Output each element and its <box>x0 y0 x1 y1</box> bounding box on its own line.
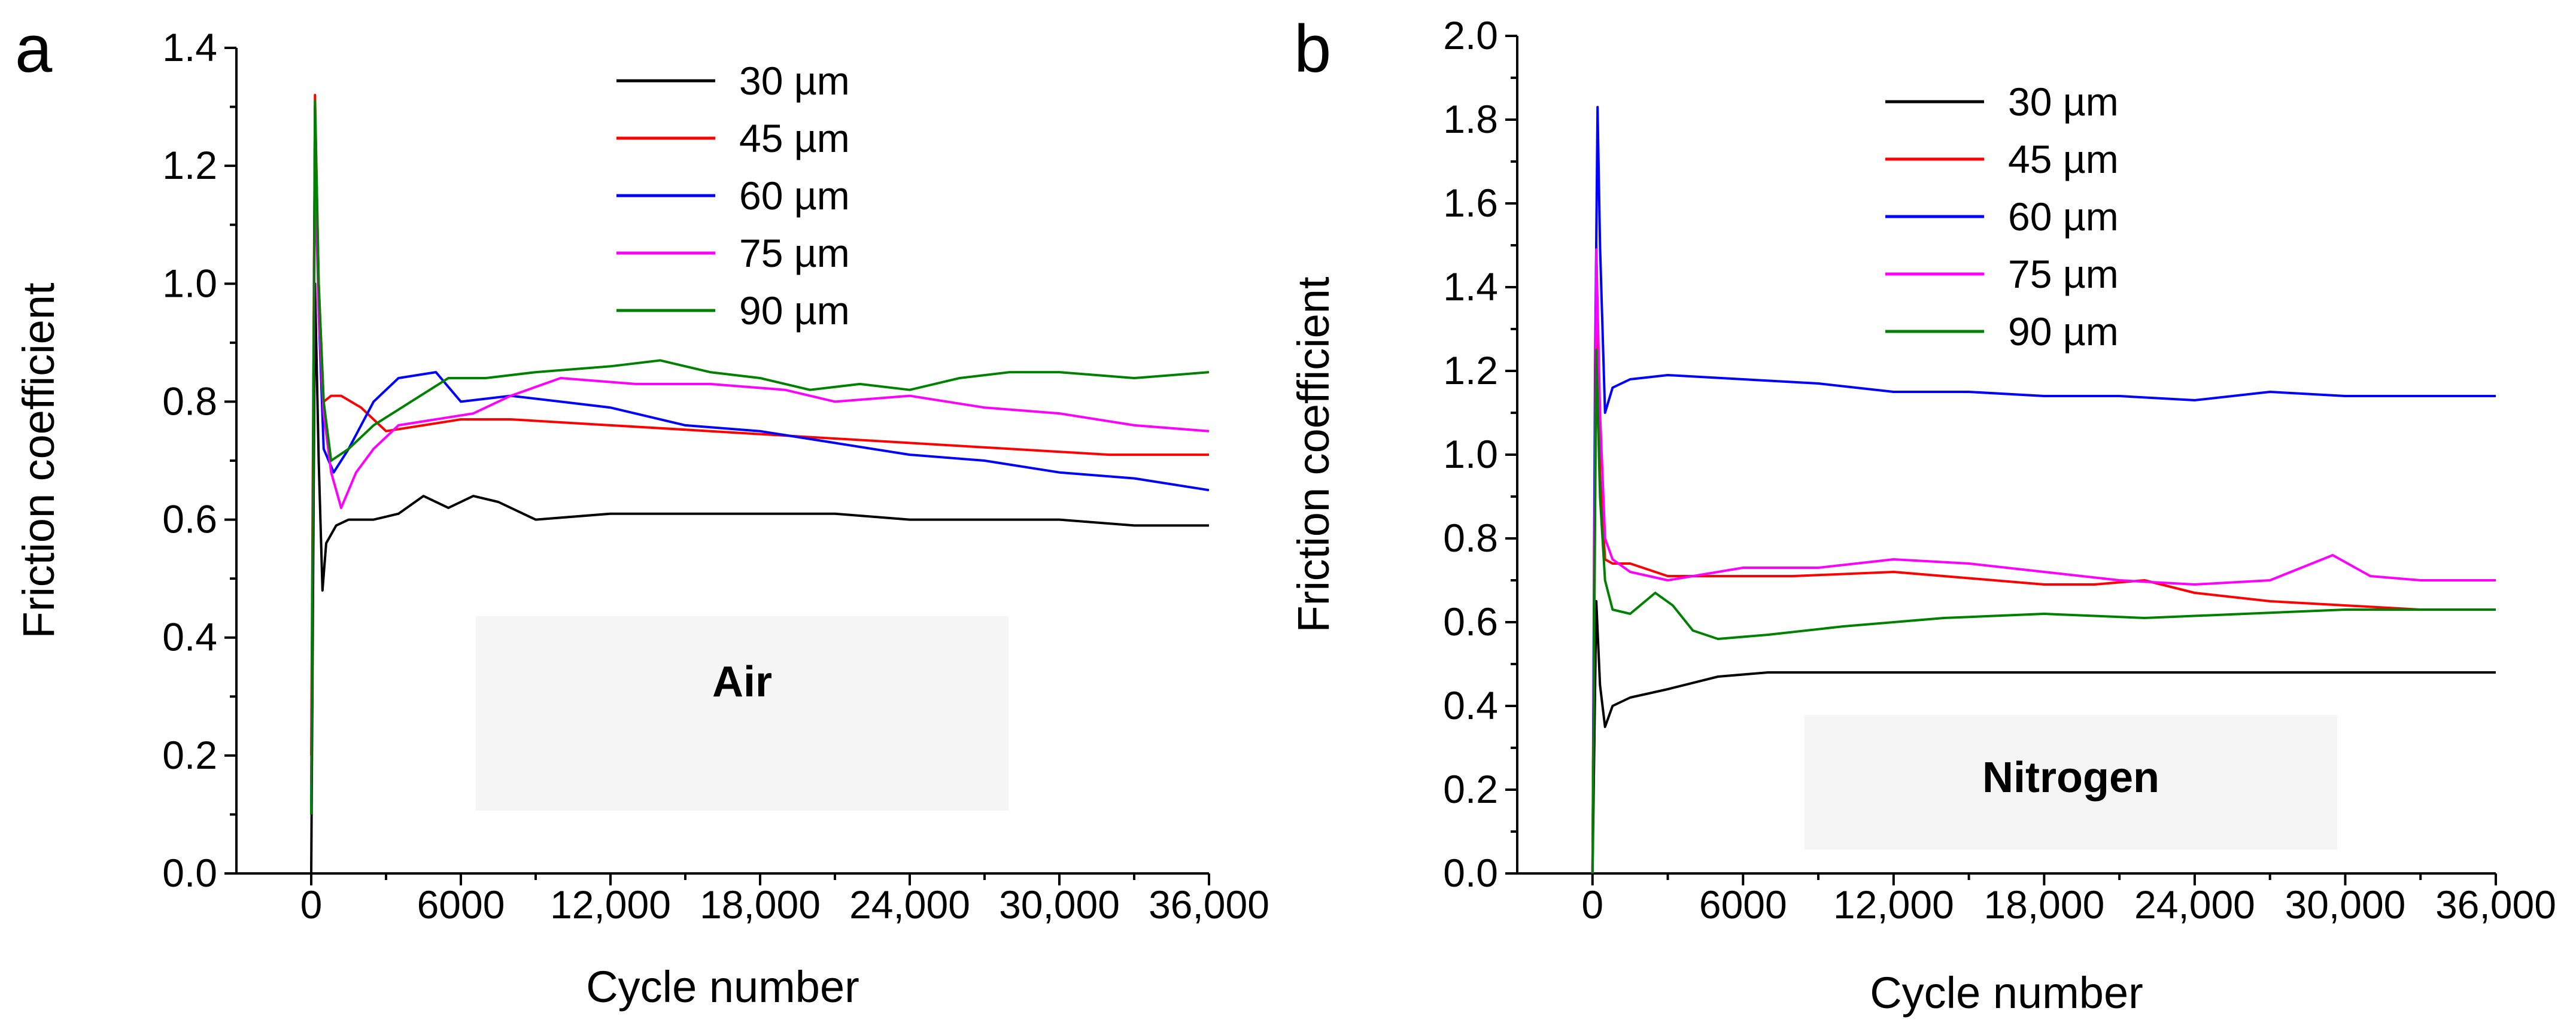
y-tick-label: 1.2 <box>162 143 217 187</box>
y-tick-label: 0.4 <box>162 615 217 659</box>
legend-label-5: 90 µm <box>2008 309 2119 354</box>
y-tick-label: 0.6 <box>1443 599 1498 644</box>
y-tick-label: 0.8 <box>1443 516 1498 560</box>
y-tick-label: 0.4 <box>1443 683 1498 727</box>
legend-label-1: 30 µm <box>2008 80 2119 124</box>
x-tick-label: 36,000 <box>2435 882 2556 927</box>
annotation-label: Air <box>712 658 772 706</box>
y-tick-label: 1.4 <box>162 25 217 69</box>
y-tick-label: 0.2 <box>1443 767 1498 811</box>
x-tick-label: 24,000 <box>2134 882 2255 927</box>
legend: 30 µm 45 µm 60 µm 75 µm 90 µm <box>1885 80 2119 354</box>
x-axis-label: Cycle number <box>1870 968 2143 1018</box>
x-tick-label: 36,000 <box>1149 882 1269 927</box>
x-tick-label: 18,000 <box>700 882 821 927</box>
y-tick-label: 2.0 <box>1443 13 1498 57</box>
y-tick-label: 0.8 <box>162 379 217 423</box>
legend-label-3: 60 µm <box>739 173 850 218</box>
y-tick-label: 1.0 <box>1443 432 1498 476</box>
y-tick-label: 1.4 <box>1443 264 1498 309</box>
y-tick-label: 0.0 <box>162 851 217 895</box>
panel-b: Nitrogen b 0.0 0.2 0.4 0.6 0.8 1.0 1.2 1.4 1.6 1.8 2… <box>1289 11 2556 1018</box>
y-tick-label: 1.0 <box>162 261 217 305</box>
x-tick-label: 18,000 <box>1983 882 2104 927</box>
x-tick-label: 0 <box>1581 882 1603 927</box>
y-tick-label: 1.2 <box>1443 348 1498 392</box>
y-axis-label: Friction coefficient <box>14 282 63 638</box>
x-tick-label: 24,000 <box>849 882 970 927</box>
y-tick-label: 0.6 <box>162 497 217 541</box>
legend-label-2: 45 µm <box>2008 137 2119 181</box>
series-line-3 <box>1591 106 2496 874</box>
series-line-2 <box>1591 244 2496 874</box>
series-line-1 <box>310 282 1209 874</box>
annotation-box <box>1805 715 2337 850</box>
panel-letter: b <box>1294 11 1331 86</box>
series-line-4 <box>1591 248 2496 874</box>
legend: 30 µm 45 µm 60 µm 75 µm 90 µm <box>616 59 850 333</box>
series-line-4 <box>310 165 1210 785</box>
series-line-5 <box>310 99 1210 815</box>
y-axis-label: Friction coefficient <box>1289 276 1338 632</box>
y-tick-label: 1.8 <box>1443 97 1498 141</box>
y-tick-label: 0.0 <box>1443 851 1498 895</box>
legend-label-4: 75 µm <box>739 231 850 275</box>
legend-label-5: 90 µm <box>739 288 850 333</box>
x-tick-label: 12,000 <box>1833 882 1954 927</box>
x-tick-label: 6000 <box>1699 882 1787 927</box>
y-tick-label: 1.6 <box>1443 181 1498 225</box>
x-tick-label: 12,000 <box>550 882 671 927</box>
x-tick-label: 30,000 <box>999 882 1120 927</box>
annotation-label: Nitrogen <box>1982 754 2159 802</box>
y-tick-label: 0.2 <box>162 733 217 777</box>
legend-label-2: 45 µm <box>739 116 850 160</box>
series-line-5 <box>1591 349 2496 874</box>
legend-label-3: 60 µm <box>2008 194 2119 239</box>
annotation-box <box>476 616 1008 811</box>
x-tick-label: 30,000 <box>2285 882 2406 927</box>
x-tick-label: 0 <box>300 882 323 927</box>
panel-a: Air a 0.0 0.2 0.4 0.6 0.8 1.0 1.2 1.4 0 6000 12,000 1… <box>14 11 1269 1012</box>
legend-label-1: 30 µm <box>739 59 850 103</box>
x-axis-label: Cycle number <box>586 962 859 1012</box>
legend-label-4: 75 µm <box>2008 252 2119 296</box>
x-tick-label: 6000 <box>417 882 505 927</box>
series-line-1 <box>1591 600 2496 874</box>
panel-letter: a <box>15 11 53 86</box>
